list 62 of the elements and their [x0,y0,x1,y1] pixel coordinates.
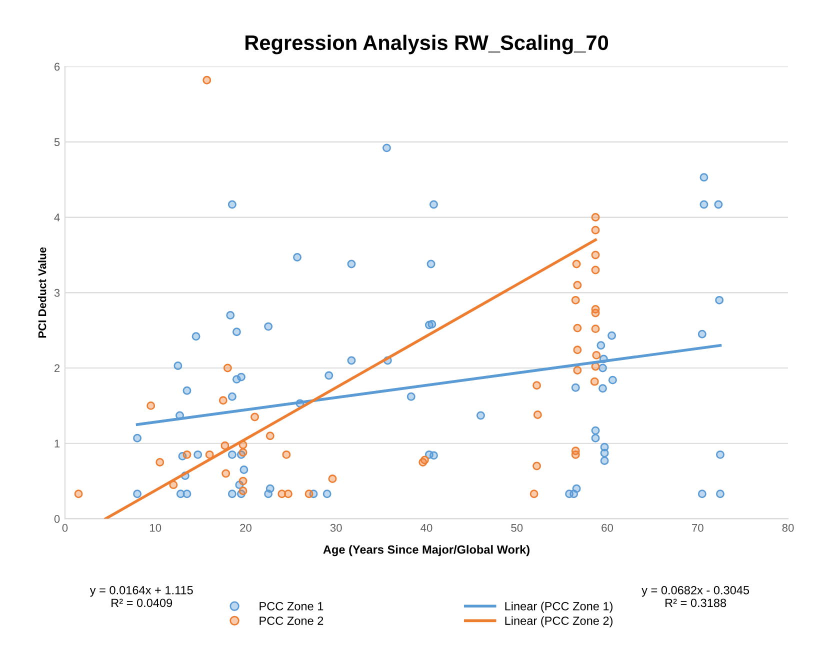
legend-label: PCC Zone 1 [260,602,324,610]
point [591,226,600,234]
point [573,280,582,290]
point [571,296,580,304]
y-tick-label: 0 [54,515,60,523]
point [266,432,274,440]
point [238,476,248,486]
point [74,490,83,498]
point [238,486,248,496]
point [146,401,156,410]
x-tick-label: 20 [240,524,252,532]
point [328,474,337,484]
point [202,76,212,84]
point [571,450,580,459]
x-tick-label: 80 [782,524,794,532]
point [220,441,230,450]
y-tick-label: 1 [54,440,60,448]
legend-label: PCC Zone 2 [260,616,324,625]
point [223,364,232,372]
x-axis-title: Age (Years Since Major/Global Work) [323,545,530,556]
point [590,377,599,386]
text: y = 0.0682x - 0.3045 R² = 0.3188 [642,586,750,608]
x-tick-label: 10 [150,524,162,532]
point [304,490,314,498]
point [532,381,541,390]
x-tick-label: 40 [420,524,432,532]
point [530,490,538,498]
point [156,458,164,466]
point [591,324,600,334]
point [591,250,600,260]
point [591,266,600,274]
y-axis-title: PCI Deduct Value [38,247,46,338]
point [572,260,581,268]
point [592,350,601,360]
chart-title: Regression Analysis RW_Scaling_70 [246,34,608,54]
point [591,308,600,318]
x-tick-label: 70 [692,524,704,532]
point [591,213,600,222]
point [284,490,292,498]
point [222,469,230,478]
point [182,450,192,459]
point [250,412,260,422]
point [573,346,582,354]
point [532,462,541,470]
x-tick-label: 0 [62,524,68,532]
y-tick-label: 4 [54,214,60,222]
point [533,410,542,419]
y-tick-label: 5 [54,138,60,146]
point [218,396,228,405]
point [573,366,582,374]
text: y = 0.0164x + 1.115 R² = 0.0409 [90,586,193,608]
point [205,450,214,459]
y-tick-label: 6 [54,62,60,71]
x-tick-label: 60 [602,524,613,532]
point [573,324,582,332]
y-tick-label: 2 [54,364,60,372]
y-tick-label: 3 [54,288,60,297]
x-tick-label: 30 [330,524,342,532]
legend-label: Linear (PCC Zone 1) [505,602,612,613]
legend-label: Linear (PCC Zone 2) [505,616,612,628]
point [282,450,291,459]
x-tick-label: 50 [511,524,523,532]
